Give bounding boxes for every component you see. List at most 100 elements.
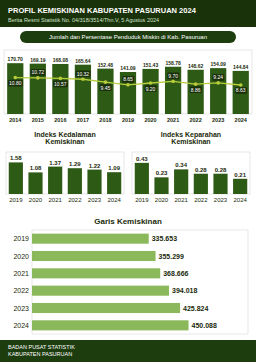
bar <box>233 71 249 114</box>
line-marker <box>194 82 198 86</box>
chart: Jumlah dan Persentase Penduduk Miskin di… <box>4 31 252 123</box>
bar-label: 141.09 <box>120 65 136 71</box>
bar-label: 1.37 <box>49 160 61 166</box>
bar <box>210 68 226 114</box>
x-tick-label: 2022 <box>68 197 82 203</box>
x-tick-label: 2019 <box>122 117 134 123</box>
bar-label: 158.78 <box>165 60 181 66</box>
line-marker <box>126 83 130 87</box>
y-tick-label: 2022 <box>13 287 29 294</box>
line-label-bg <box>122 76 134 83</box>
line-label-text: 8.65 <box>123 76 133 82</box>
header-band <box>0 0 256 27</box>
line-label: 10.57 <box>53 81 68 88</box>
bar-label: 355.299 <box>159 253 184 260</box>
bar <box>9 162 23 194</box>
chart-title: Indeks KeparahanKemiskinan <box>161 131 221 146</box>
x-tick-label: 2021 <box>48 197 62 203</box>
bar-label: 144.84 <box>233 64 249 70</box>
data-labels: 335.653355.299368.666394.018425.824450.0… <box>152 235 217 329</box>
line-label-bg <box>53 81 68 88</box>
bar <box>142 69 158 114</box>
bar-label: 0.28 <box>215 167 227 173</box>
bar <box>32 268 160 278</box>
line-label-bg <box>100 84 112 91</box>
x-tick-label: 2023 <box>88 197 102 203</box>
bar <box>194 174 208 194</box>
plot-frame <box>32 230 248 334</box>
x-tick-label: 2024 <box>233 197 247 203</box>
x-tick-label: 2020 <box>144 117 156 123</box>
bar <box>120 72 136 114</box>
chart: Indeks KedalamanKemiskinan1.581.081.371.… <box>6 131 124 203</box>
bar-label: 1.22 <box>89 163 101 169</box>
line-label: 8.65 <box>122 76 134 83</box>
data-labels: 170.70 169.19 168.08 165.64 152.48 141.09 151.… <box>8 56 249 94</box>
x-tick-label: 2019 <box>9 197 23 203</box>
bar-label: 394.018 <box>172 287 197 294</box>
bar-label: 0.43 <box>136 156 148 162</box>
bar <box>213 174 227 194</box>
y-tick-label: 2023 <box>13 305 29 312</box>
bar-label: 0.28 <box>195 167 207 173</box>
bar-label: 154.09 <box>211 61 227 67</box>
line-label: 10.72 <box>31 69 46 76</box>
line-label-text: 8.86 <box>191 87 201 93</box>
bar-label: 170.70 <box>8 56 24 62</box>
line-marker <box>36 76 40 80</box>
line-label-bg <box>190 86 202 93</box>
line-label-text: 9.20 <box>146 86 156 92</box>
line-marker <box>59 77 63 81</box>
bar <box>30 64 46 114</box>
x-tick-label: 2020 <box>29 197 43 203</box>
line-marker <box>13 76 17 80</box>
x-tick-label: 2022 <box>194 197 208 203</box>
x-tick-label: 2023 <box>212 117 224 123</box>
chart: Garis Kemiskinan335.653355.299368.666394… <box>13 217 248 334</box>
data-labels: 0.430.230.340.280.280.21 <box>136 156 247 178</box>
bar-label: 1.09 <box>108 165 120 171</box>
line-label: 8.86 <box>190 86 202 93</box>
bar <box>107 172 121 194</box>
line-label-bg <box>8 80 23 87</box>
bar-label: 169.19 <box>30 57 46 63</box>
x-tick-label: 2022 <box>190 117 202 123</box>
line-label: 8.63 <box>235 87 247 94</box>
bar <box>32 286 169 296</box>
bar <box>32 303 180 313</box>
bar <box>52 64 68 114</box>
x-tick-label: 2015 <box>32 117 44 123</box>
page-title: PROFIL KEMISKINAN KABUPATEN PASURUAN 202… <box>8 6 197 15</box>
bar-label: 152.48 <box>98 62 114 68</box>
bar-label: 165.64 <box>75 58 91 64</box>
bar <box>135 163 149 194</box>
line-marker <box>104 80 108 84</box>
x-tick-label: 2021 <box>174 197 188 203</box>
bar-label: 0.23 <box>156 170 168 176</box>
bar <box>87 170 101 194</box>
y-tick-label: 2024 <box>13 322 29 329</box>
chart-title-line: Kemiskinan <box>45 138 84 145</box>
data-labels: 1.581.081.371.291.221.09 <box>10 155 121 171</box>
bar <box>233 179 247 194</box>
line-label-text: 10.32 <box>77 71 90 77</box>
chart-title: Indeks KedalamanKemiskinan <box>34 131 95 146</box>
bar-label: 368.666 <box>163 270 188 277</box>
bar <box>32 234 149 244</box>
bar <box>32 251 156 261</box>
bar <box>7 63 23 114</box>
line-label-text: 10.80 <box>9 80 22 86</box>
bar-label: 151.43 <box>143 62 159 68</box>
footer-text: KABUPATEN PASURUAN <box>8 351 72 357</box>
footer-text: BADAN PUSAT STATISTIK <box>8 344 75 350</box>
bar <box>174 169 188 194</box>
chart-title-line: Kemiskinan <box>171 138 210 145</box>
bar-label: 0.21 <box>234 172 246 178</box>
line-label: 10.32 <box>76 70 91 77</box>
x-tick-label: 2016 <box>54 117 66 123</box>
bar-label: 148.62 <box>188 63 204 69</box>
x-tick-label: 2023 <box>214 197 228 203</box>
line-label-bg <box>235 87 247 94</box>
x-tick-label: 2019 <box>135 197 149 203</box>
bar-label: 168.08 <box>53 57 69 63</box>
